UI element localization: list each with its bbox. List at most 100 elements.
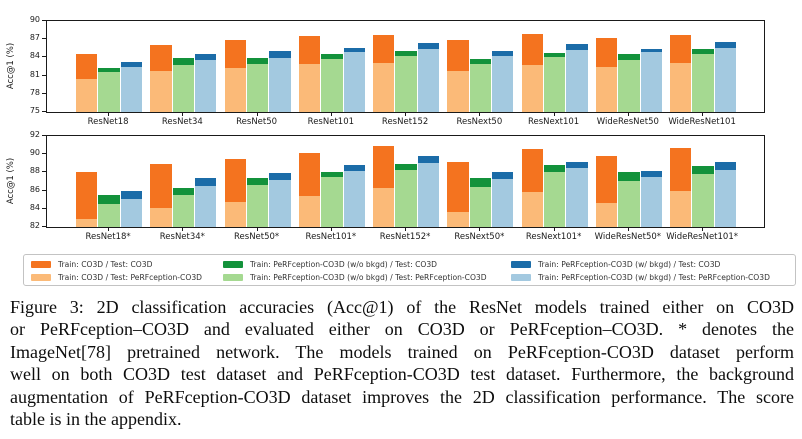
x-tick-label-ResNext101*: ResNext101* [525,232,582,242]
y-tick-label: 87 [29,33,40,43]
y-tick-mark [42,171,46,173]
bar-ResNext50-blue-dark [492,51,514,57]
bar-ResNet50-blue-dark [269,51,291,59]
bar-ResNext50-blue-light [492,56,514,112]
x-tick-label-ResNet50: ResNet50 [236,117,278,127]
legend-label: Train: PeRFception-CO3D (w/ bkgd) / Test… [538,260,721,269]
bar-ResNet101*-blue-dark [343,165,365,171]
bar-ResNet34-blue-light [195,59,217,112]
bar-ResNet50*-green-dark [246,177,269,186]
x-tick-mark [330,228,332,231]
bar-ResNet34*-blue-dark [195,177,217,187]
bar-WideResNet101*-orange-dark [670,147,692,191]
bar-WideResNet101*-blue-light [714,169,737,227]
bar-ResNet152-orange-light [373,63,395,112]
bar-ResNext101-orange-dark [521,33,543,65]
bar-ResNet152*-orange-light [373,187,395,227]
bar-ResNet50-green-light [246,64,269,112]
bar-ResNet50-orange-dark [224,39,246,69]
y-axis-label-top: Acc@1 (%) [6,42,16,90]
y-tick-mark [42,20,46,21]
bar-ResNet152-blue-dark [417,42,440,49]
bar-ResNext101*-blue-light [566,167,588,227]
x-tick-mark [330,113,332,116]
y-tick-mark [42,92,46,94]
bar-WideResNet50-orange-light [595,66,618,112]
bar-ResNext50*-orange-dark [447,162,469,212]
x-tick-label-ResNet101*: ResNet101* [305,232,357,242]
bar-WideResNet50*-blue-dark [640,170,662,177]
bar-ResNet50-orange-light [224,68,246,112]
bar-ResNet101*-blue-light [343,170,365,227]
y-tick-label: 88 [29,166,40,176]
bar-WideResNet101*-blue-dark [714,162,737,170]
x-tick-label-ResNext50*: ResNext50* [454,232,505,242]
bar-ResNext50*-blue-light [492,178,514,227]
bar-WideResNet101-green-light [692,54,714,112]
bar-ResNext101*-orange-light [521,192,543,227]
bar-ResNext50-orange-dark [447,39,469,71]
bar-ResNext101*-green-dark [543,165,566,173]
bar-ResNet101-orange-dark [298,36,321,65]
bar-ResNext101-blue-dark [566,44,588,50]
x-tick-mark [256,228,258,231]
x-tick-mark [479,113,481,116]
bar-ResNet34*-blue-light [195,186,217,227]
bar-ResNet34-orange-dark [150,44,172,71]
bar-ResNet18-orange-dark [76,53,98,80]
bar-ResNet152*-green-light [395,169,417,227]
y-tick-label: 84 [29,51,40,61]
x-tick-label-ResNext101: ResNext101 [527,117,580,127]
bar-ResNext101*-green-light [543,172,566,227]
bar-WideResNet101-blue-dark [714,42,737,49]
bar-ResNext50*-green-dark [469,177,492,187]
x-tick-label-ResNet50*: ResNet50* [234,232,280,242]
bar-WideResNet101*-green-light [692,174,714,227]
bar-WideResNet50*-green-dark [618,172,640,181]
bar-ResNet34-blue-dark [195,54,217,60]
legend-label: Train: CO3D / Test: CO3D [58,260,153,269]
bar-ResNext101*-blue-dark [566,161,588,168]
y-tick-label: 90 [29,148,40,158]
y-tick-mark [42,56,46,58]
legend: Train: CO3D / Test: CO3D Train: CO3D / Te… [23,254,796,286]
y-tick-label: 92 [29,130,40,139]
bar-ResNext101*-orange-dark [521,148,543,193]
x-tick-label-ResNet152: ResNet152 [381,117,429,127]
bar-ResNet101*-orange-light [298,196,321,227]
bar-ResNet34*-orange-light [150,207,172,227]
bar-ResNet152-green-light [395,56,417,112]
x-tick-label-WideResNet101*: WideResNet101* [666,232,738,242]
bar-WideResNet50*-blue-light [640,176,662,227]
bar-ResNext50*-green-light [469,186,492,227]
x-tick-label-ResNext50: ResNext50 [456,117,503,127]
bar-ResNet34-green-dark [172,58,195,65]
bar-ResNext101-blue-light [566,49,588,112]
bar-ResNet50*-orange-light [224,201,246,227]
y-axis-label-bottom: Acc@1 (%) [6,157,16,205]
y-tick-mark [42,111,46,112]
bar-WideResNet50-green-dark [618,54,640,61]
x-tick-mark [108,228,110,231]
caption-line: well on both CO3D test dataset and PeRFc… [10,364,794,385]
bar-WideResNet50-blue-dark [640,48,662,52]
x-tick-label-WideResNet50: WideResNet50 [596,117,659,127]
figure-caption: Figure 3: 2D classification accuracies (… [10,296,794,430]
caption-line: or PeRFception–CO3D and evaluated either… [10,319,794,340]
bar-WideResNet101*-orange-light [670,190,692,227]
caption-line: table is in the appendix. [10,409,182,430]
y-tick-label: 86 [29,184,40,194]
bar-ResNext101-green-dark [543,52,566,58]
x-tick-label-ResNet152*: ResNet152* [379,232,431,242]
bar-ResNet152*-blue-light [417,163,440,227]
plot-box-bottom [46,135,765,228]
x-tick-mark [553,113,555,116]
bar-ResNet34*-green-dark [172,187,195,196]
y-tick-label: 84 [29,202,40,212]
bar-WideResNet101-orange-light [670,62,692,112]
x-tick-mark [702,113,704,116]
y-tick-mark [42,226,46,227]
bar-WideResNet50-green-light [618,60,640,112]
bar-ResNet50-blue-light [269,58,291,112]
